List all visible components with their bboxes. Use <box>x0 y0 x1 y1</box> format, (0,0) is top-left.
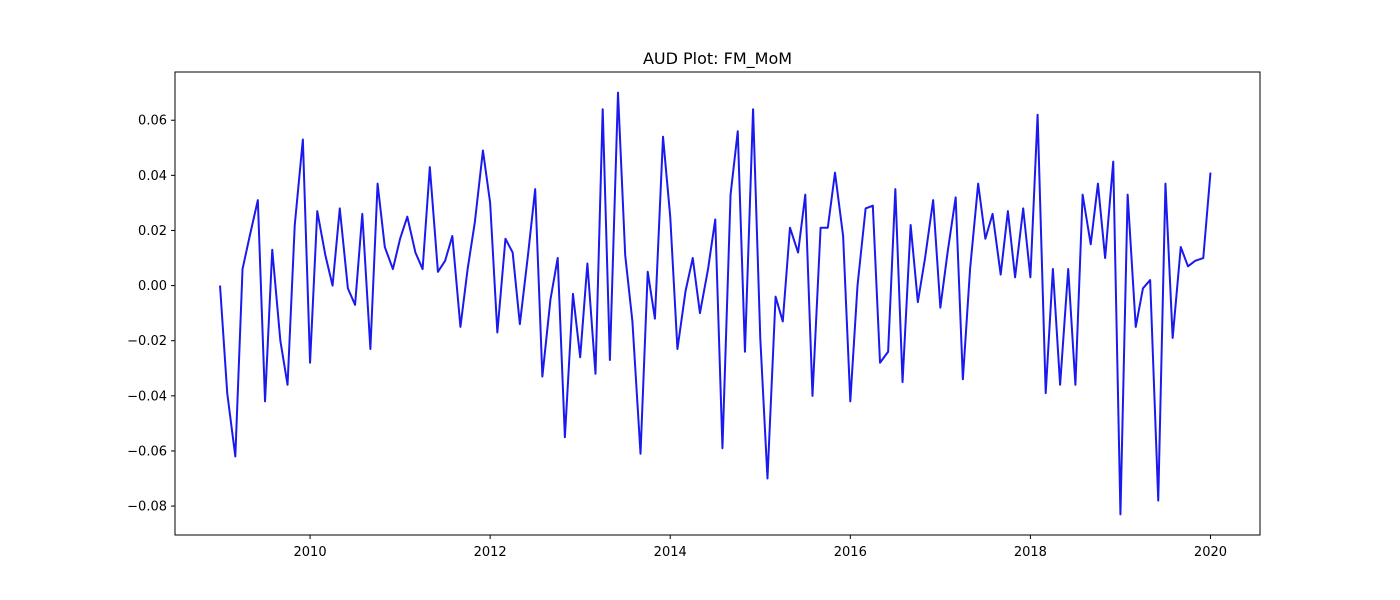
plot-frame <box>174 71 1261 536</box>
y-tick-label: −0.06 <box>127 444 167 459</box>
x-tick-label: 2012 <box>474 545 507 560</box>
chart-title: AUD Plot: FM_MoM <box>643 49 792 69</box>
series-layer <box>219 91 1212 516</box>
x-tick-label: 2020 <box>1194 545 1227 560</box>
x-tick-label: 2018 <box>1014 545 1047 560</box>
y-axis: 0.06 0.04 0.02 0.00 −0.02 −0.04 −0.06 −0.08 <box>127 114 175 515</box>
y-tick-label: 0.02 <box>138 224 167 239</box>
series-line <box>219 91 1212 516</box>
y-tick-label: −0.08 <box>127 500 167 515</box>
y-tick-label: −0.02 <box>127 334 167 349</box>
y-tick-label: 0.00 <box>138 279 167 294</box>
x-tick-label: 2014 <box>654 545 687 560</box>
y-tick-label: −0.04 <box>127 389 167 404</box>
y-tick-label: 0.04 <box>138 169 167 184</box>
x-tick-label: 2016 <box>834 545 867 560</box>
y-tick-label: 0.06 <box>138 114 167 129</box>
x-axis: 2010 2012 2014 2016 2018 2020 <box>294 535 1227 560</box>
x-tick-label: 2010 <box>294 545 327 560</box>
